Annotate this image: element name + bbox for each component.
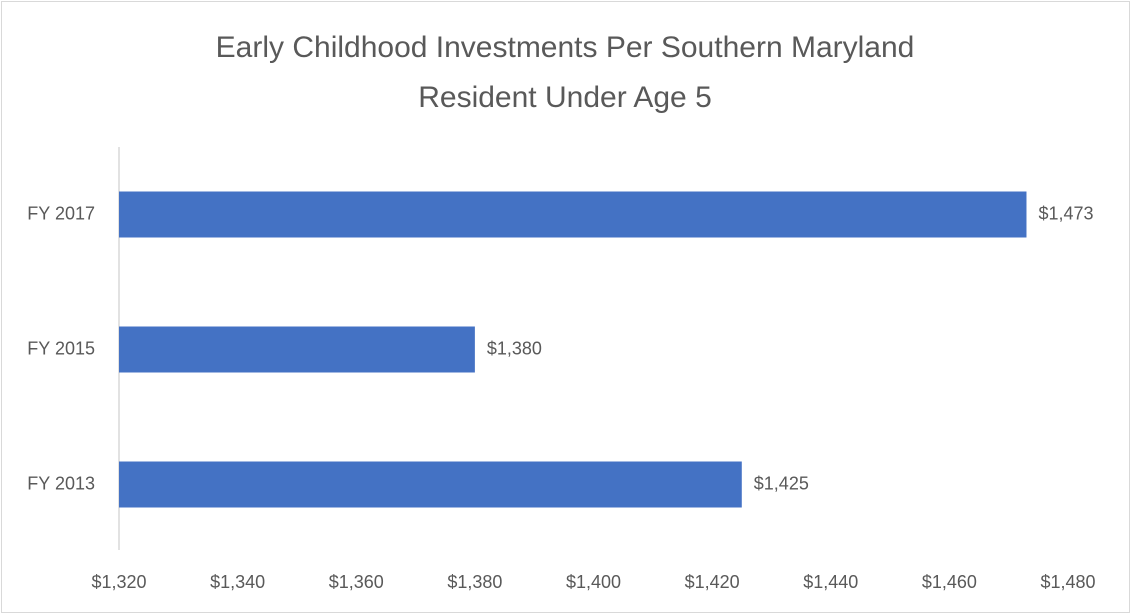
y-tick-label: FY 2017 [27,203,95,223]
x-tick-label: $1,440 [803,572,858,592]
value-label: $1,473 [1038,203,1093,223]
x-tick-label: $1,480 [1040,572,1095,592]
y-tick-label: FY 2015 [27,338,95,358]
chart-title: Early Childhood Investments Per Southern… [216,31,915,64]
x-tick-label: $1,420 [685,572,740,592]
x-tick-label: $1,400 [566,572,621,592]
chart-title: Resident Under Age 5 [418,81,712,114]
x-tick-label: $1,320 [91,572,146,592]
x-tick-label: $1,360 [329,572,384,592]
bar [119,191,1027,238]
x-tick-label: $1,340 [210,572,265,592]
value-label: $1,425 [754,473,809,493]
x-tick-label: $1,460 [922,572,977,592]
bar [119,326,475,373]
x-tick-label: $1,380 [447,572,502,592]
value-label: $1,380 [487,338,542,358]
bar [119,461,742,508]
y-tick-label: FY 2013 [27,473,95,493]
